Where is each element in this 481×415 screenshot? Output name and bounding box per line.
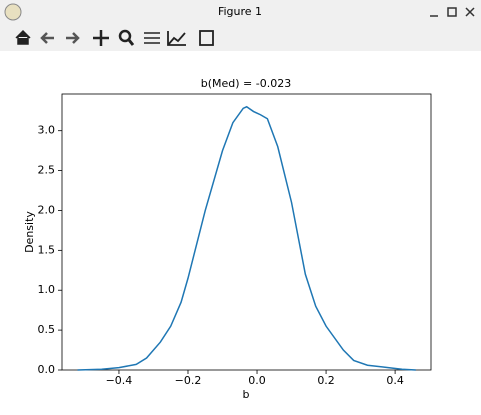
save-button[interactable] bbox=[199, 30, 214, 46]
zoom-handle bbox=[127, 39, 135, 46]
toolbar bbox=[0, 27, 481, 51]
app-icon bbox=[4, 3, 22, 21]
x-tick-label: −0.2 bbox=[175, 374, 202, 387]
home-button[interactable] bbox=[15, 29, 31, 45]
forward-button[interactable] bbox=[66, 32, 80, 44]
chart-title: b(Med) = -0.023 bbox=[201, 77, 291, 90]
maximize-button[interactable] bbox=[447, 7, 457, 17]
y-tick-label: 0.0 bbox=[38, 363, 56, 376]
y-tick-label: 1.5 bbox=[38, 243, 56, 256]
y-tick-label: 2.5 bbox=[38, 164, 56, 177]
x-tick-label: 0.4 bbox=[386, 374, 404, 387]
edit-axes-button[interactable] bbox=[167, 31, 186, 46]
configure-button[interactable] bbox=[144, 32, 160, 44]
x-axis-label: b bbox=[243, 388, 250, 401]
axes-frame bbox=[61, 93, 432, 371]
title-bar bbox=[0, 0, 481, 27]
y-tick-label: 0.5 bbox=[38, 323, 56, 336]
x-tick-label: −0.4 bbox=[106, 374, 133, 387]
y-tick-label: 3.0 bbox=[38, 124, 56, 137]
x-tick-label: 0.0 bbox=[248, 374, 266, 387]
pan-button[interactable] bbox=[93, 30, 109, 46]
x-tick-label: 0.2 bbox=[317, 374, 335, 387]
figure bbox=[0, 51, 481, 411]
zoom-button[interactable] bbox=[118, 29, 132, 43]
back-button[interactable] bbox=[40, 32, 54, 44]
y-tick-label: 2.0 bbox=[38, 203, 56, 216]
window-title: Figure 1 bbox=[218, 5, 262, 18]
close-button[interactable] bbox=[465, 7, 475, 17]
y-axis-label: Density bbox=[23, 211, 36, 253]
density-line bbox=[77, 105, 416, 371]
y-tick-label: 1.0 bbox=[38, 283, 56, 296]
